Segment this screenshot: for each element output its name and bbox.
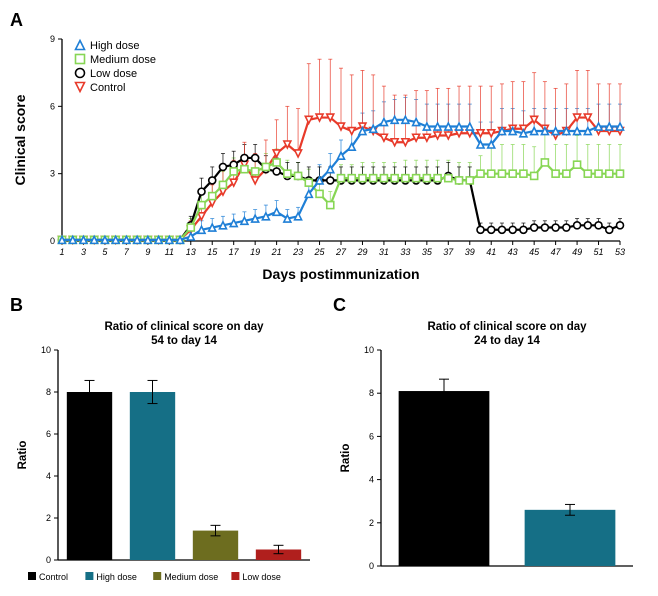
svg-text:10: 10 [364,345,374,355]
svg-text:3: 3 [81,247,86,257]
svg-text:Ratio of clinical score on day: Ratio of clinical score on day54 to day … [104,321,264,347]
svg-text:4: 4 [369,475,374,485]
svg-text:17: 17 [229,247,240,257]
svg-text:37: 37 [443,247,454,257]
panel-c-label: C [333,295,346,315]
panel-a-label: A [10,10,23,30]
svg-text:Ratio: Ratio [17,441,29,470]
svg-text:13: 13 [186,247,196,257]
svg-text:6: 6 [50,101,55,111]
svg-text:39: 39 [465,247,475,257]
svg-text:Clinical score: Clinical score [12,94,28,185]
panel-c-chart: Ratio of clinical score on day24 to day … [333,316,643,586]
panel-b-chart: Ratio of clinical score on day54 to day … [10,316,320,586]
svg-text:High dose: High dose [96,572,137,582]
svg-text:29: 29 [356,247,367,257]
svg-text:33: 33 [400,247,410,257]
svg-text:45: 45 [529,247,540,257]
svg-text:25: 25 [314,247,326,257]
panel-c: C Ratio of clinical score on day24 to da… [333,295,648,586]
svg-text:19: 19 [250,247,260,257]
svg-text:0: 0 [46,555,51,565]
svg-text:23: 23 [292,247,303,257]
svg-text:9: 9 [50,34,55,44]
svg-text:6: 6 [369,431,374,441]
svg-text:9: 9 [145,247,150,257]
svg-text:Ratio: Ratio [340,444,352,473]
svg-text:Control: Control [39,572,68,582]
panel-b: B Ratio of clinical score on day54 to da… [10,295,325,586]
panel-a: A 03691357911131517192123252729313335373… [10,10,648,291]
svg-text:31: 31 [379,247,389,257]
svg-text:Low dose: Low dose [242,572,281,582]
svg-text:4: 4 [46,471,51,481]
svg-text:3: 3 [50,169,55,179]
svg-text:1: 1 [59,247,64,257]
svg-text:49: 49 [572,247,582,257]
panel-b-label: B [10,295,23,315]
svg-text:Low dose: Low dose [90,68,137,80]
svg-text:8: 8 [369,388,374,398]
svg-text:High dose: High dose [90,40,140,52]
svg-text:7: 7 [124,247,130,257]
svg-text:21: 21 [271,247,282,257]
svg-text:53: 53 [615,247,625,257]
svg-text:2: 2 [369,518,374,528]
svg-text:Control: Control [90,82,125,94]
svg-text:2: 2 [46,513,51,523]
svg-text:0: 0 [50,236,55,246]
svg-text:Days postimmunization: Days postimmunization [262,266,419,282]
svg-text:27: 27 [335,247,347,257]
svg-text:43: 43 [508,247,518,257]
svg-text:5: 5 [102,247,108,257]
svg-text:8: 8 [46,387,51,397]
svg-text:41: 41 [486,247,496,257]
panel-a-chart: 0369135791113151719212325272931333537394… [10,31,630,291]
svg-text:6: 6 [46,429,51,439]
svg-text:51: 51 [594,247,604,257]
svg-text:15: 15 [207,247,218,257]
svg-text:10: 10 [41,345,51,355]
svg-text:47: 47 [551,247,562,257]
svg-text:11: 11 [165,247,174,257]
svg-text:35: 35 [422,247,433,257]
svg-text:Medium dose: Medium dose [164,572,218,582]
svg-text:Ratio of clinical score on day: Ratio of clinical score on day24 to day … [427,321,587,347]
svg-text:Medium dose: Medium dose [90,54,156,66]
svg-text:0: 0 [369,561,374,571]
